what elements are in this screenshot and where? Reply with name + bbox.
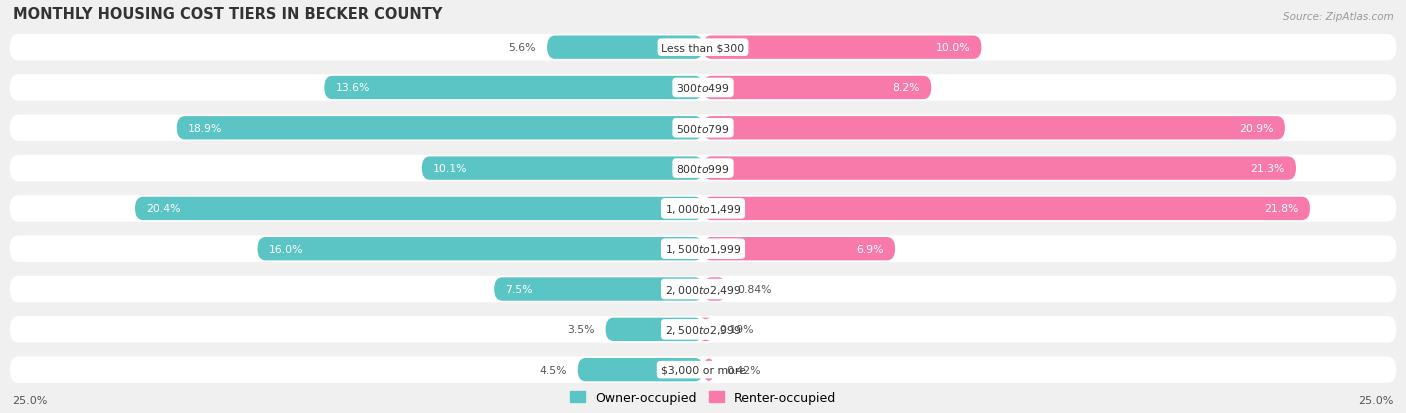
- Text: $300 to $499: $300 to $499: [676, 82, 730, 94]
- Legend: Owner-occupied, Renter-occupied: Owner-occupied, Renter-occupied: [567, 387, 839, 408]
- Text: 18.9%: 18.9%: [188, 123, 222, 133]
- Text: MONTHLY HOUSING COST TIERS IN BECKER COUNTY: MONTHLY HOUSING COST TIERS IN BECKER COU…: [13, 7, 441, 22]
- FancyBboxPatch shape: [177, 117, 703, 140]
- Text: 0.42%: 0.42%: [725, 365, 761, 375]
- FancyBboxPatch shape: [10, 356, 1396, 383]
- FancyBboxPatch shape: [422, 157, 703, 180]
- FancyBboxPatch shape: [494, 278, 703, 301]
- Text: 25.0%: 25.0%: [1358, 395, 1393, 405]
- Text: 3.5%: 3.5%: [567, 325, 595, 335]
- FancyBboxPatch shape: [135, 197, 703, 221]
- Text: $500 to $799: $500 to $799: [676, 123, 730, 135]
- Text: $2,000 to $2,499: $2,000 to $2,499: [665, 283, 741, 296]
- Text: $1,500 to $1,999: $1,500 to $1,999: [665, 242, 741, 256]
- FancyBboxPatch shape: [10, 115, 1396, 142]
- FancyBboxPatch shape: [703, 237, 896, 261]
- FancyBboxPatch shape: [703, 358, 714, 382]
- Text: $800 to $999: $800 to $999: [676, 163, 730, 175]
- Text: $1,000 to $1,499: $1,000 to $1,499: [665, 202, 741, 216]
- FancyBboxPatch shape: [578, 358, 703, 382]
- FancyBboxPatch shape: [703, 157, 1296, 180]
- FancyBboxPatch shape: [10, 35, 1396, 61]
- Text: 13.6%: 13.6%: [336, 83, 370, 93]
- Text: 7.5%: 7.5%: [505, 284, 533, 294]
- Text: $2,500 to $2,999: $2,500 to $2,999: [665, 323, 741, 336]
- FancyBboxPatch shape: [10, 196, 1396, 222]
- FancyBboxPatch shape: [10, 276, 1396, 303]
- Text: 20.4%: 20.4%: [146, 204, 180, 214]
- Text: 10.1%: 10.1%: [433, 164, 467, 174]
- FancyBboxPatch shape: [703, 76, 931, 100]
- Text: 16.0%: 16.0%: [269, 244, 304, 254]
- Text: 21.8%: 21.8%: [1264, 204, 1299, 214]
- Text: 5.6%: 5.6%: [509, 43, 536, 53]
- FancyBboxPatch shape: [703, 36, 981, 60]
- FancyBboxPatch shape: [703, 278, 727, 301]
- Text: 10.0%: 10.0%: [935, 43, 970, 53]
- FancyBboxPatch shape: [10, 155, 1396, 182]
- FancyBboxPatch shape: [547, 36, 703, 60]
- FancyBboxPatch shape: [10, 75, 1396, 102]
- Text: 20.9%: 20.9%: [1239, 123, 1274, 133]
- Text: Less than $300: Less than $300: [661, 43, 745, 53]
- Text: $3,000 or more: $3,000 or more: [661, 365, 745, 375]
- Text: 8.2%: 8.2%: [893, 83, 920, 93]
- FancyBboxPatch shape: [10, 236, 1396, 262]
- FancyBboxPatch shape: [10, 316, 1396, 343]
- Text: 0.84%: 0.84%: [738, 284, 772, 294]
- FancyBboxPatch shape: [703, 197, 1310, 221]
- Text: Source: ZipAtlas.com: Source: ZipAtlas.com: [1282, 12, 1393, 22]
- FancyBboxPatch shape: [325, 76, 703, 100]
- Text: 25.0%: 25.0%: [13, 395, 48, 405]
- FancyBboxPatch shape: [700, 318, 711, 341]
- Text: 6.9%: 6.9%: [856, 244, 884, 254]
- Text: 4.5%: 4.5%: [538, 365, 567, 375]
- Text: 0.19%: 0.19%: [720, 325, 754, 335]
- Text: 21.3%: 21.3%: [1250, 164, 1285, 174]
- FancyBboxPatch shape: [703, 117, 1285, 140]
- FancyBboxPatch shape: [606, 318, 703, 341]
- FancyBboxPatch shape: [257, 237, 703, 261]
